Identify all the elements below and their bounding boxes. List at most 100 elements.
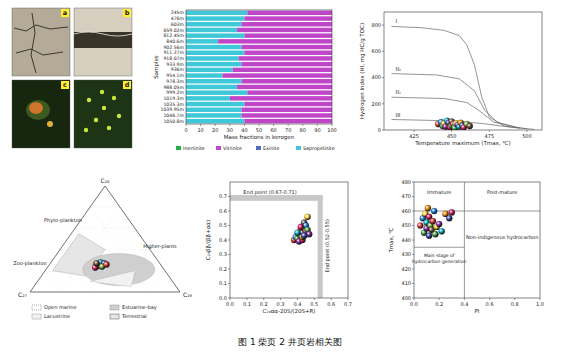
x-tick-label: 100	[327, 127, 337, 133]
annotation: Non-indigenous hydrocarbon	[466, 234, 538, 241]
band-label: End point (0.67-0.71)	[243, 189, 296, 196]
x-tick-label: 50	[256, 127, 262, 133]
ternary-frame	[30, 186, 180, 292]
hi-tmax-chart: 4254504755000200400600800Temperature max…	[359, 12, 542, 147]
x-tick-label: 0	[184, 127, 187, 133]
point	[301, 233, 307, 239]
y-tick-label: 0.4	[219, 237, 227, 243]
point	[446, 215, 452, 221]
y-tick-label: 440	[401, 237, 411, 243]
legend-label: Vitrinite	[223, 146, 242, 151]
point	[467, 123, 473, 129]
category-label: 1046.7m	[163, 113, 184, 118]
bar	[186, 85, 237, 89]
x-tick-label: 20	[212, 127, 218, 133]
category-label: 933.9m	[166, 62, 184, 67]
photos: abcd	[12, 8, 132, 148]
x-tick-label: 0.4	[293, 301, 301, 307]
bar	[186, 51, 244, 55]
ternary-grid	[45, 207, 165, 292]
x-tick-label: 0.2	[435, 301, 443, 307]
x-tick-label: 0.4	[460, 301, 468, 307]
y-tick-label: 420	[401, 266, 411, 272]
y-tick	[228, 269, 230, 270]
type-curve	[392, 97, 520, 128]
bar	[237, 85, 332, 89]
y-tick-label: 800	[371, 22, 381, 28]
y-tick-label: 460	[401, 208, 411, 214]
legend-swatch	[256, 146, 261, 150]
point	[432, 231, 438, 237]
region	[90, 271, 135, 287]
x-axis-label: C₂₉αα-20S/(20S+R)	[262, 308, 315, 314]
x-tick-label: 70	[285, 127, 291, 133]
plot-area	[392, 26, 535, 130]
x-tick-label: 90	[314, 127, 320, 133]
bar	[233, 68, 332, 72]
point	[431, 208, 437, 214]
y-tick-label: 0.1	[219, 280, 227, 286]
annotation: hydrocarbon generation	[412, 259, 466, 264]
x-tick-label: 500	[522, 133, 532, 139]
boundary-line	[464, 182, 465, 298]
photo-texture	[117, 114, 121, 118]
y-tick	[228, 240, 230, 241]
category-label: 1050.8m	[163, 119, 184, 124]
bar	[244, 51, 332, 55]
bar	[186, 62, 241, 66]
curve-label: I	[396, 18, 398, 24]
photo	[12, 80, 70, 148]
legend-label: Terrestrial	[121, 313, 147, 319]
bar	[241, 79, 332, 83]
photo-label: d	[125, 81, 130, 89]
x-tick-label: 0.0	[410, 301, 418, 307]
y-tick	[412, 211, 414, 212]
x-axis-label: Mass fractions in kerogen	[224, 134, 295, 141]
bar	[186, 22, 241, 26]
bar	[244, 33, 332, 37]
legend-label: Sapropelinite	[303, 146, 335, 151]
y-tick-label: 0	[378, 127, 381, 133]
bars	[186, 11, 332, 124]
y-tick	[412, 225, 414, 226]
y-tick	[412, 269, 414, 270]
y-tick	[228, 196, 230, 197]
category-label: 1039.95m	[161, 107, 185, 112]
y-tick	[412, 283, 414, 284]
x-tick-label: 30	[227, 127, 233, 133]
category-label: 812.45m	[163, 33, 184, 38]
band	[318, 195, 323, 298]
point	[294, 230, 300, 236]
bar-chart: 245m476m603m659.02m812.45m840.6m902.56m9…	[153, 10, 337, 151]
x-tick-label: 0.6	[327, 301, 335, 307]
y-axis-label: Samples	[153, 55, 160, 79]
y-tick	[412, 254, 414, 255]
y-tick-label: 0.3	[219, 251, 227, 257]
photo-texture	[47, 121, 53, 127]
photo-texture	[102, 106, 106, 110]
bar	[186, 96, 230, 100]
photo-texture	[74, 32, 132, 36]
region-label: Phyto-plankton	[44, 217, 82, 224]
point	[103, 261, 109, 267]
plot-frame	[414, 182, 540, 298]
x-axis-label: PI	[475, 308, 480, 314]
y-tick	[382, 25, 384, 26]
bar	[244, 119, 332, 123]
bar	[186, 28, 237, 32]
region-label: Zoo-plankton	[13, 260, 46, 267]
category-label: 918.07m	[163, 56, 184, 61]
boundary-line	[414, 247, 464, 248]
bar	[223, 73, 333, 77]
legend-label: Estuarine-bay	[122, 304, 157, 311]
legend-label: Inertinite	[183, 146, 205, 151]
y-tick-label: 0.5	[219, 222, 227, 228]
category-label: 1019.3m	[163, 96, 184, 101]
y-tick-label: 0.2	[219, 266, 227, 272]
tmax-pi-chart: 0.00.20.40.60.81.04004104204304404504604…	[388, 179, 544, 314]
y-tick-label: 600	[371, 48, 381, 54]
category-label: 978.3m	[166, 79, 184, 84]
point	[425, 205, 431, 211]
x-tick-label: 0.6	[486, 301, 494, 307]
point	[417, 222, 423, 228]
